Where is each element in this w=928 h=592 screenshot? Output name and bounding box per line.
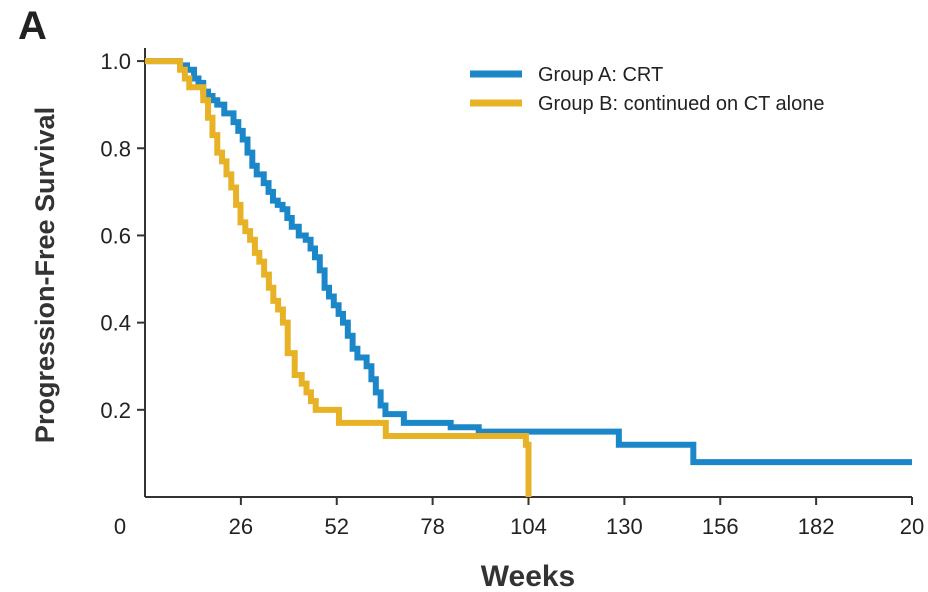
y-tick-label: 0.8 <box>100 136 131 161</box>
series-line-group-b <box>145 58 532 497</box>
x-axis-label: Weeks <box>481 560 576 592</box>
x-tick-label: 182 <box>798 514 835 539</box>
x-tick-label: 156 <box>702 514 739 539</box>
x-tick-label: 20 <box>900 514 924 539</box>
chart-legend: Group A: CRT Group B: continued on CT alo… <box>470 64 824 115</box>
panel-label: A <box>18 4 47 48</box>
y-tick-label: 0.6 <box>100 223 131 248</box>
chart-axes: 0 26 52 78 104 130 156 182 20 0.2 0.4 0.6 0.8 1.0 <box>100 48 924 539</box>
legend-label-group-b: Group B: continued on CT alone <box>538 93 824 115</box>
x-tick-label: 52 <box>325 514 349 539</box>
y-tick-label: 0.2 <box>100 398 131 423</box>
x-tick-label: 26 <box>229 514 253 539</box>
y-tick-label: 0.4 <box>100 311 131 336</box>
series-line-group-a <box>145 58 912 466</box>
y-axis-label: Progression-Free Survival <box>30 107 60 443</box>
x-tick-label: 0 <box>114 514 126 539</box>
legend-label-group-a: Group A: CRT <box>538 64 663 86</box>
x-tick-label: 78 <box>420 514 444 539</box>
x-tick-label: 130 <box>606 514 643 539</box>
y-tick-label: 1.0 <box>100 49 131 74</box>
chart-curves <box>145 58 912 497</box>
x-tick-label: 104 <box>510 514 547 539</box>
